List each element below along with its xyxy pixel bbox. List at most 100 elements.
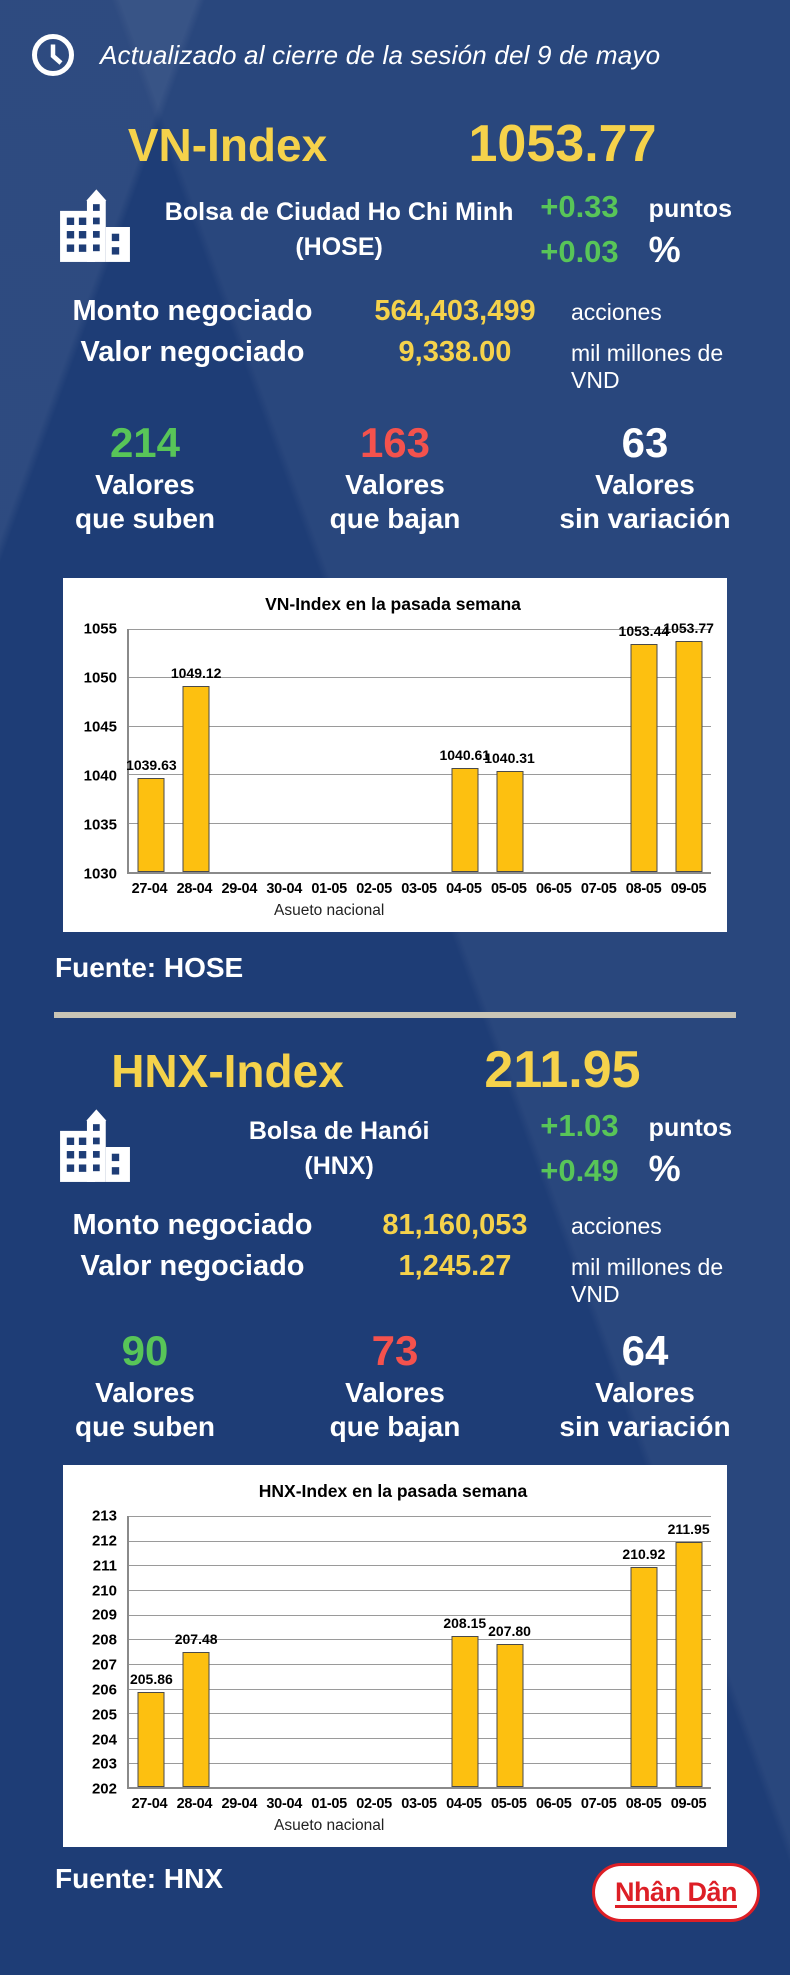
x-tick-label: 03-05 xyxy=(401,1796,437,1813)
exchange-name-line2: (HOSE) xyxy=(295,232,383,261)
hnx-stats: Monto negociado 81,160,053 acciones Valo… xyxy=(0,1209,790,1308)
gridline xyxy=(129,628,711,630)
gridline xyxy=(129,1540,711,1542)
points-label: puntos xyxy=(648,1114,732,1143)
gridline xyxy=(129,1663,711,1665)
x-axis-caption-row: Asueto nacional xyxy=(75,1817,711,1839)
plot-area: 213 212 211 210 209 208 207 206 205 204 203 202 205.… xyxy=(75,1508,711,1798)
bar-value-label: 1040.31 xyxy=(484,750,535,767)
exchange-name: Bolsa de Ciudad Ho Chi Minh (HOSE) xyxy=(138,195,540,265)
advancers-label2: que suben xyxy=(74,1410,215,1442)
bar-value-label: 205.86 xyxy=(129,1671,173,1688)
x-tick-label: 03-05 xyxy=(401,880,437,897)
value-row: Valor negociado 9,338.00 mil millones de… xyxy=(0,336,790,394)
volume-row: Monto negociado 564,403,499 acciones xyxy=(0,295,790,328)
x-tick-label: 30-04 xyxy=(266,1796,303,1813)
bar xyxy=(451,1635,479,1788)
value-row: Valor negociado 1,245.27 mil millones de… xyxy=(0,1250,790,1308)
y-tick-label: 203 xyxy=(91,1755,117,1773)
value-value: 1,245.27 xyxy=(398,1249,512,1282)
percent-label: % xyxy=(648,228,681,270)
y-tick-label: 209 xyxy=(91,1606,117,1624)
y-axis: 213 212 211 210 209 208 207 206 205 204 203 202 xyxy=(75,1508,127,1798)
vn-breadth-row: 214 Valores que suben 163 Valores que ba… xyxy=(0,418,790,536)
hnx-exchange-row: Bolsa de Hanói (HNX) +1.03 puntos +0.49 … xyxy=(0,1106,790,1193)
x-axis-caption: Asueto nacional xyxy=(273,1817,385,1835)
unchanged-label2: sin variación xyxy=(559,1410,731,1442)
decliners-label: Valores xyxy=(345,469,445,501)
decliners: 73 Valores que bajan xyxy=(270,1326,520,1444)
decliners-label2: que bajan xyxy=(329,1410,461,1442)
y-tick-label: 204 xyxy=(91,1731,117,1749)
bar-value-label: 207.80 xyxy=(488,1623,531,1640)
gridline xyxy=(129,1737,711,1739)
x-axis: 27-04 28-04 29-04 30-04 01-05 02-05 03-05 04-05… xyxy=(75,1796,711,1812)
x-tick-label: 05-05 xyxy=(491,880,527,897)
volume-label: Monto negociado xyxy=(72,295,313,327)
change-points: +1.03 xyxy=(540,1108,619,1144)
clock-icon xyxy=(30,32,76,78)
unchanged: 64 Valores sin variación xyxy=(520,1326,770,1444)
x-axis-caption-row: Asueto nacional xyxy=(75,902,711,924)
building-icon xyxy=(52,1106,138,1193)
exchange-name-line1: Bolsa de Ciudad Ho Chi Minh xyxy=(164,197,514,226)
plot-box: 205.86 207.48 208.15 207.80 210.92 211.95 xyxy=(127,1516,711,1790)
x-tick-label: 01-05 xyxy=(311,1796,347,1813)
building-icon xyxy=(52,186,138,273)
y-tick-label: 1030 xyxy=(83,865,117,883)
advancers: 214 Valores que suben xyxy=(20,418,270,536)
advancers-label: Valores xyxy=(95,469,195,501)
value-label: Valor negociado xyxy=(80,336,305,368)
bar xyxy=(496,771,524,872)
vn-stats: Monto negociado 564,403,499 acciones Val… xyxy=(0,295,790,394)
gridline xyxy=(129,677,711,679)
x-tick-label: 02-05 xyxy=(356,1796,392,1813)
gridline xyxy=(129,1713,711,1715)
y-tick-label: 212 xyxy=(91,1532,117,1550)
volume-row: Monto negociado 81,160,053 acciones xyxy=(0,1209,790,1242)
y-tick-label: 1050 xyxy=(83,669,117,687)
advancers-count: 214 xyxy=(109,419,181,466)
x-tick-label: 09-05 xyxy=(670,1796,707,1813)
value-value: 9,338.00 xyxy=(398,336,512,368)
gridline xyxy=(129,1762,711,1764)
bar xyxy=(137,1692,165,1788)
volume-unit: acciones xyxy=(571,1212,662,1239)
bar-value-label: 1049.12 xyxy=(170,664,222,681)
decliners-label2: que bajan xyxy=(329,502,461,534)
y-tick-label: 208 xyxy=(91,1631,117,1649)
plot-box: 1039.63 1049.12 1040.61 1040.31 1053.44 1053.… xyxy=(126,620,714,874)
decliners-count: 73 xyxy=(371,1326,419,1374)
index-name: HNX-Index xyxy=(111,1044,344,1097)
index-value: 211.95 xyxy=(484,1040,641,1099)
x-tick-label: 29-04 xyxy=(221,880,258,897)
value-label: Valor negociado xyxy=(80,1249,305,1282)
x-tick-label: 07-05 xyxy=(580,880,617,897)
hnx-index-section: HNX-Index 211.95 Bolsa de Hanói xyxy=(0,1040,790,1848)
x-axis: 27-04 28-04 29-04 30-04 01-05 02-05 03-05 04-05… xyxy=(75,881,711,897)
advancers-label: Valores xyxy=(95,1376,195,1408)
y-tick-label: 1040 xyxy=(83,767,117,785)
x-tick-label: 27-04 xyxy=(131,880,168,897)
x-axis-caption-container: Asueto nacional xyxy=(127,1817,711,1839)
x-tick-label: 06-05 xyxy=(535,1796,572,1813)
vn-title-row: VN-Index 1053.77 xyxy=(0,114,790,174)
hnx-breadth-row: 90 Valores que suben 73 Valores que baja… xyxy=(0,1326,790,1444)
x-tick-label: 04-05 xyxy=(446,1796,482,1813)
change-points: +0.33 xyxy=(540,188,619,224)
bar xyxy=(630,1567,658,1788)
section-divider xyxy=(54,1011,736,1018)
header: Actualizado al cierre de la sesión del 9… xyxy=(0,0,790,78)
x-tick-label: 05-05 xyxy=(491,1796,527,1813)
plot-area: 1055 1050 1045 1040 1035 1030 1039.63 1049.12 10… xyxy=(75,620,714,883)
hnx-title-row: HNX-Index 211.95 xyxy=(0,1040,790,1100)
bar-value-label: 208.15 xyxy=(443,1614,487,1631)
gridline xyxy=(129,1614,711,1616)
axis-spacer xyxy=(75,1796,127,1812)
x-tick-row: 27-04 28-04 29-04 30-04 01-05 02-05 03-05 04-05… xyxy=(127,1796,711,1812)
bar xyxy=(630,643,658,872)
advancers-count: 90 xyxy=(121,1326,169,1374)
nhan-dan-logo-text: Nhân Dân xyxy=(614,1877,738,1908)
y-tick-label: 1035 xyxy=(83,816,117,834)
volume-value: 564,403,499 xyxy=(374,295,536,327)
